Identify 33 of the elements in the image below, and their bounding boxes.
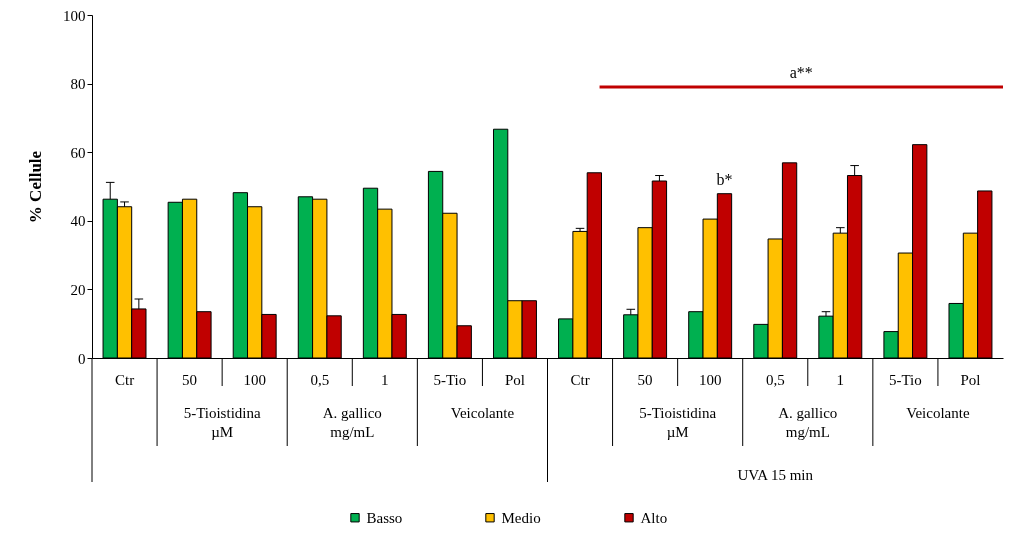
text: UVA 15 min — [737, 467, 814, 483]
x-tick-label: 50 — [637, 372, 653, 388]
x-tick-label: Ctr — [570, 372, 590, 388]
y-tick-label: 20 — [70, 281, 86, 298]
x-tick-label: Ctr — [114, 372, 135, 388]
legend-label: Medio — [501, 509, 541, 526]
ref-line-label: a** — [789, 64, 813, 82]
legend-label: Basso — [366, 509, 403, 526]
x-tick-label: 0,5 — [310, 372, 330, 388]
text: Veicolante — [906, 405, 970, 421]
y-tick-label: 0 — [78, 350, 86, 367]
x-tick-label: 1 — [381, 372, 389, 388]
text: A. gallico mg/mL — [322, 405, 382, 440]
text: A. gallico mg/mL — [778, 405, 838, 440]
x-tick-label: Pol — [960, 372, 981, 388]
text: 5-Tioistidina µM — [639, 405, 717, 440]
x-tick-label: 5-Tio — [888, 372, 922, 388]
x-tick-label: 100 — [698, 372, 722, 388]
x-tick-label: 50 — [182, 372, 198, 388]
x-tick-label: 5-Tio — [433, 372, 467, 388]
y-tick-label: 60 — [70, 144, 86, 161]
x-tick-label: 1 — [836, 372, 845, 388]
x-tick-label: 0,5 — [765, 372, 785, 388]
annotation: b* — [716, 170, 733, 188]
legend-label: Alto — [640, 509, 668, 526]
x-tick-label: 100 — [243, 372, 266, 388]
y-tick-label: 40 — [70, 213, 86, 230]
text: Veicolante — [450, 405, 515, 421]
x-tick-label: Pol — [504, 372, 525, 388]
text: 5-Tioistidina µM — [183, 405, 261, 440]
y-tick-label: 100 — [63, 7, 86, 24]
y-tick-label: 80 — [70, 76, 86, 93]
y-axis-title: % Cellule — [26, 150, 45, 224]
